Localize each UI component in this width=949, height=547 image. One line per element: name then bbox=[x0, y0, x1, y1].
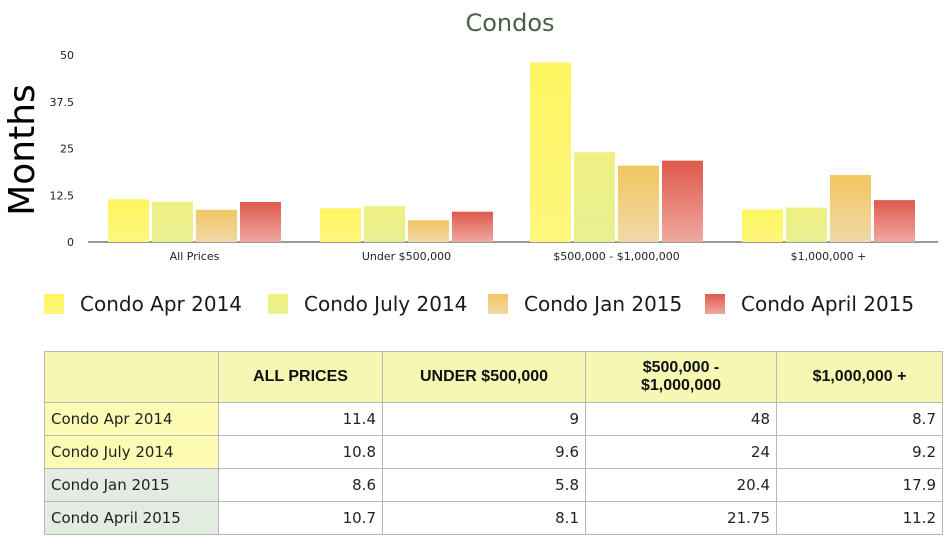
table-header-500k-1m-text: $500,000 - $1,000,000 bbox=[640, 359, 722, 394]
legend-item-2: Condo Jan 2015 bbox=[488, 286, 682, 322]
legend-swatch-2 bbox=[488, 294, 508, 314]
y-axis-label: Months bbox=[2, 84, 43, 216]
table-cell: 9.6 bbox=[382, 435, 586, 469]
legend-swatch-0 bbox=[44, 294, 64, 314]
legend-item-3: Condo April 2015 bbox=[705, 286, 914, 322]
data-table: ALL PRICES UNDER $500,000 $500,000 - $1,… bbox=[44, 351, 943, 535]
bar bbox=[618, 165, 659, 242]
table-cell: 21.75 bbox=[585, 501, 777, 535]
legend-item-0: Condo Apr 2014 bbox=[44, 286, 242, 322]
bar bbox=[662, 160, 703, 242]
bar bbox=[786, 207, 827, 242]
y-tick-label: 25 bbox=[60, 143, 74, 156]
table-cell: 17.9 bbox=[776, 468, 943, 502]
table-cell: 11.4 bbox=[218, 402, 383, 436]
legend-swatch-3 bbox=[705, 294, 725, 314]
table-row: Condo April 2015 10.7 8.1 21.75 11.2 bbox=[44, 501, 943, 535]
x-tick-label: $500,000 - $1,000,000 bbox=[553, 250, 679, 263]
bar bbox=[742, 209, 783, 242]
table-header-row: ALL PRICES UNDER $500,000 $500,000 - $1,… bbox=[44, 351, 943, 403]
legend-label-2: Condo Jan 2015 bbox=[524, 292, 683, 316]
y-tick-label: 12.5 bbox=[50, 189, 75, 202]
legend-label-1: Condo July 2014 bbox=[304, 292, 468, 316]
table-cell: 9 bbox=[382, 402, 586, 436]
table-row-label: Condo Apr 2014 bbox=[44, 402, 219, 436]
table-header-all-prices: ALL PRICES bbox=[218, 351, 383, 403]
table-header-corner bbox=[44, 351, 219, 403]
table-cell: 9.2 bbox=[776, 435, 943, 469]
table-row: Condo Apr 2014 11.4 9 48 8.7 bbox=[44, 402, 943, 436]
bar bbox=[108, 199, 149, 242]
table-header-1m-plus: $1,000,000 + bbox=[776, 351, 943, 403]
y-tick-label: 37.5 bbox=[50, 96, 75, 109]
legend-label-0: Condo Apr 2014 bbox=[80, 292, 243, 316]
bar bbox=[408, 220, 449, 242]
table-cell: 10.7 bbox=[218, 501, 383, 535]
table-cell: 5.8 bbox=[382, 468, 586, 502]
bar bbox=[196, 209, 237, 242]
table-cell: 48 bbox=[585, 402, 777, 436]
chart-legend: Condo Apr 2014 Condo July 2014 Condo Jan… bbox=[0, 286, 949, 322]
table-cell: 20.4 bbox=[585, 468, 777, 502]
condos-bar-chart: Condos Months 0 12.5 25 37.5 50 All Prices Un… bbox=[2, 9, 938, 263]
bar bbox=[152, 201, 193, 242]
y-axis-ticks: 0 12.5 25 37.5 50 bbox=[50, 49, 75, 249]
bar bbox=[452, 211, 493, 242]
table-row-label: Condo July 2014 bbox=[44, 435, 219, 469]
table-row-label: Condo April 2015 bbox=[44, 501, 219, 535]
table-cell: 24 bbox=[585, 435, 777, 469]
x-axis-labels: All Prices Under $500,000 $500,000 - $1,00… bbox=[170, 250, 867, 263]
legend-item-1: Condo July 2014 bbox=[268, 286, 467, 322]
table-cell: 8.6 bbox=[218, 468, 383, 502]
y-tick-label: 0 bbox=[67, 236, 74, 249]
legend-swatch-1 bbox=[268, 294, 288, 314]
table-cell: 8.1 bbox=[382, 501, 586, 535]
bar bbox=[830, 175, 871, 242]
table-header-under-500k: UNDER $500,000 bbox=[382, 351, 586, 403]
table-cell: 8.7 bbox=[776, 402, 943, 436]
table-row-label: Condo Jan 2015 bbox=[44, 468, 219, 502]
bar bbox=[240, 201, 281, 242]
x-tick-label: $1,000,000 + bbox=[791, 250, 867, 263]
x-tick-label: Under $500,000 bbox=[362, 250, 451, 263]
chart-title: Condos bbox=[465, 9, 554, 37]
table-header-500k-1m: $500,000 - $1,000,000 bbox=[585, 351, 777, 403]
y-tick-label: 50 bbox=[60, 49, 74, 62]
bar bbox=[574, 152, 615, 242]
legend-label-3: Condo April 2015 bbox=[741, 292, 915, 316]
table-cell: 10.8 bbox=[218, 435, 383, 469]
bar-series bbox=[108, 62, 915, 243]
table-row: Condo Jan 2015 8.6 5.8 20.4 17.9 bbox=[44, 468, 943, 502]
table-row: Condo July 2014 10.8 9.6 24 9.2 bbox=[44, 435, 943, 469]
bar bbox=[530, 62, 571, 243]
bar bbox=[320, 208, 361, 242]
x-tick-label: All Prices bbox=[170, 250, 220, 263]
table-cell: 11.2 bbox=[776, 501, 943, 535]
bar bbox=[874, 200, 915, 242]
bar bbox=[364, 206, 405, 242]
